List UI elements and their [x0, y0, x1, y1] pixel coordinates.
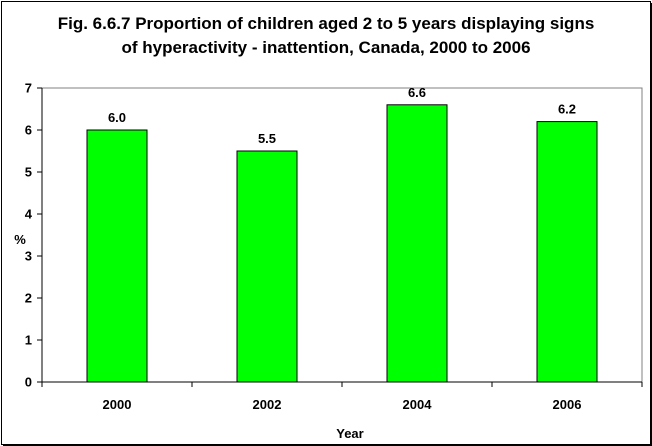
x-tick-label-2004: 2004: [403, 397, 433, 412]
chart-title: Fig. 6.6.7 Proportion of children aged 2…: [0, 12, 652, 60]
data-label-2002: 5.5: [258, 131, 276, 146]
bars-group: 6.0 5.5 6.6 6.2: [86, 85, 598, 383]
y-tick-label-6: 6: [25, 123, 32, 138]
x-tick-label-2000: 2000: [103, 397, 132, 412]
y-axis-label: %: [14, 232, 26, 247]
y-tick-label-1: 1: [25, 333, 32, 348]
data-label-2004: 6.6: [408, 85, 426, 100]
y-tick-label-3: 3: [25, 249, 32, 264]
x-axis-label: Year: [336, 426, 363, 441]
x-tick-label-2006: 2006: [553, 397, 582, 412]
data-label-2006: 6.2: [558, 102, 576, 117]
bar-2006: [536, 121, 598, 383]
bar-2002: [236, 150, 298, 383]
y-tick-label-5: 5: [25, 165, 32, 180]
bar-2004: [386, 104, 448, 383]
y-tick-label-0: 0: [25, 375, 32, 390]
y-tick-label-2: 2: [25, 291, 32, 306]
y-tick-label-4: 4: [25, 207, 33, 222]
data-label-2000: 6.0: [108, 110, 126, 125]
chart-title-line-1: Fig. 6.6.7 Proportion of children aged 2…: [57, 14, 595, 33]
axes-group: 2000 2002 2004 2006 0 1 2 3 4 5 6 7: [25, 81, 643, 412]
x-tick-label-2002: 2002: [253, 397, 282, 412]
bar-2000: [86, 129, 148, 383]
y-tick-label-7: 7: [25, 81, 32, 96]
chart-title-line-2: of hyperactivity - inattention, Canada, …: [121, 38, 531, 57]
